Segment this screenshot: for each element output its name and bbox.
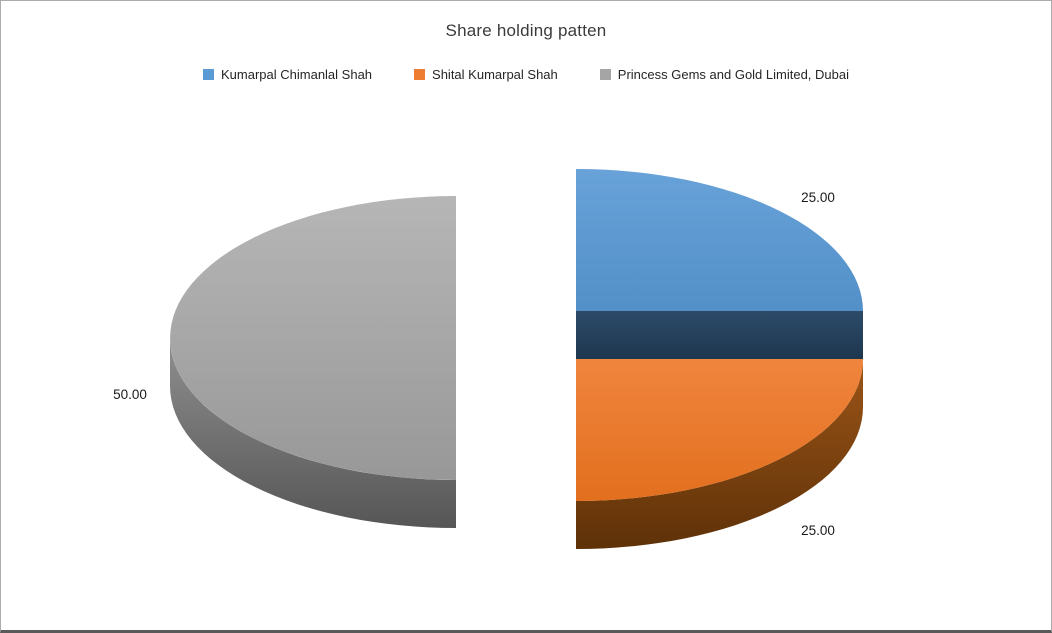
legend-label: Princess Gems and Gold Limited, Dubai <box>617 67 849 82</box>
pie-slice-shital-side <box>576 359 863 549</box>
legend-swatch-blue-icon <box>203 69 214 80</box>
legend-swatch-orange-icon <box>414 69 426 80</box>
chart-legend: Kumarpal Chimanlal Shah Shital Kumarpal … <box>1 67 1051 82</box>
legend-label: Kumarpal Chimanlal Shah <box>221 67 373 82</box>
legend-item-princess: Princess Gems and Gold Limited, Dubai <box>599 67 849 82</box>
legend-swatch-gray-icon <box>599 69 611 80</box>
pie-slice-princess-side <box>170 338 456 528</box>
data-label-princess: 50.00 <box>113 387 147 402</box>
pie-slice-kumarpal-side <box>576 311 863 359</box>
data-label-kumarpal: 25.00 <box>801 190 835 205</box>
pie-slice-kumarpal-top <box>576 169 863 311</box>
chart-title: Share holding patten <box>445 21 607 40</box>
pie-slice-shital-top <box>576 359 863 501</box>
data-label-shital: 25.00 <box>801 523 835 538</box>
legend-item-shital: Shital Kumarpal Shah <box>414 67 558 82</box>
legend-item-kumarpal: Kumarpal Chimanlal Shah <box>203 67 372 82</box>
legend-label: Shital Kumarpal Shah <box>432 67 558 82</box>
pie-slice-princess-top <box>170 196 456 480</box>
